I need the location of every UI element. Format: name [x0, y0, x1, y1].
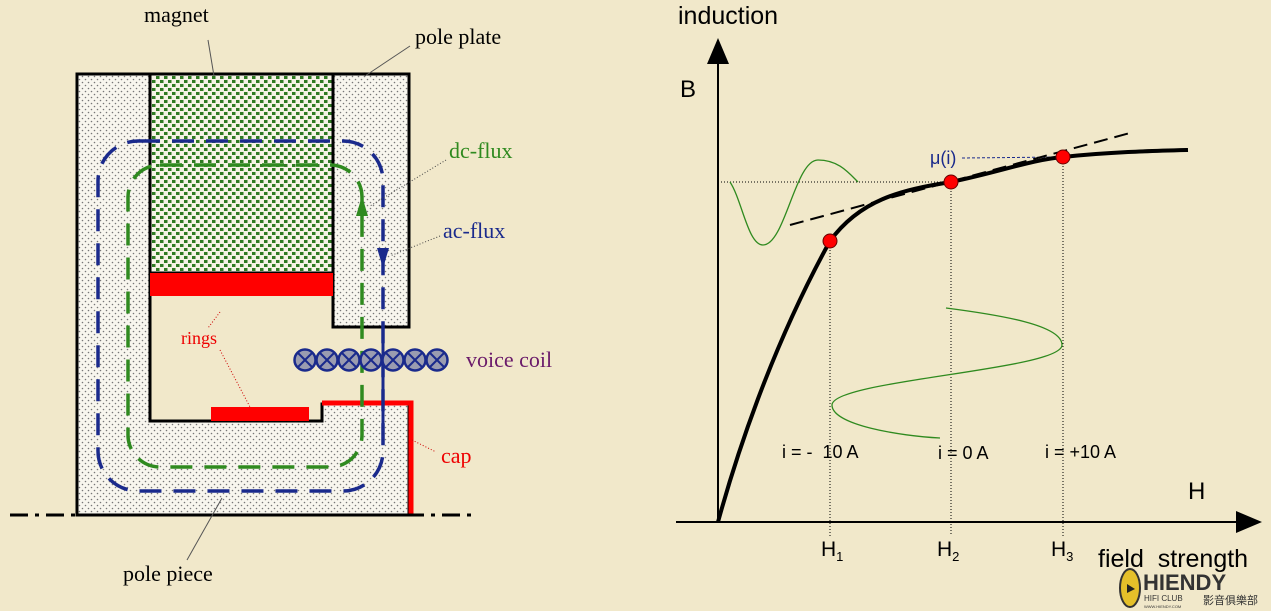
coil-turn-icon	[359, 348, 383, 372]
watermark-site: WWW.HIENDY.COM	[1144, 604, 1181, 609]
y-axis-symbol: B	[680, 76, 696, 103]
magnetization-curve	[716, 148, 1189, 523]
x-axis-symbol: H	[1188, 478, 1205, 505]
y-axis-title: induction	[678, 2, 778, 30]
upper-ring	[150, 273, 333, 296]
cap	[322, 400, 414, 515]
magnet-structure: magnet pole plate dc-flux ac-flux rings …	[10, 2, 552, 586]
y-axis-arrow-icon	[707, 38, 729, 64]
current-label-minus10: i = - 10 A	[782, 442, 859, 462]
ac-flux-label: ac-flux	[443, 218, 505, 243]
cap-leader	[411, 439, 437, 453]
pole-plate-leader	[364, 45, 411, 77]
coil-turn-icon	[337, 348, 361, 372]
pole-piece-leader	[186, 497, 223, 561]
coil-turn-icon	[293, 348, 317, 372]
x-axis-title: field strength	[1098, 545, 1248, 573]
rings-label: rings	[181, 328, 217, 348]
mu-guide	[961, 156, 1064, 159]
pole-plate-label: pole plate	[415, 24, 501, 49]
bh-curve-plot: induction B H field strength μ(i) H1 H2 …	[676, 2, 1262, 573]
magnet-leader	[207, 39, 215, 77]
current-label-0: i = 0 A	[938, 443, 989, 463]
lower-ring	[211, 407, 309, 421]
watermark-chinese: 影音俱樂部	[1203, 593, 1258, 607]
pole-piece-label: pole piece	[123, 561, 213, 586]
watermark-sub: HIFI CLUB	[1144, 594, 1183, 603]
current-label-plus10: i = +10 A	[1045, 442, 1116, 462]
voice-coil	[293, 348, 449, 372]
b-output-wave	[729, 159, 859, 246]
dc-flux-path	[126, 163, 364, 469]
ac-flux-path	[96, 139, 385, 493]
operating-point-h3	[1055, 149, 1071, 165]
dc-flux-arrow-icon	[356, 196, 368, 216]
logo-arrow-icon	[1127, 584, 1135, 593]
cap-label: cap	[441, 443, 472, 468]
rings-leader-bottom	[219, 349, 251, 408]
permeability-label: μ(i)	[930, 148, 956, 168]
pole-plate	[331, 72, 411, 329]
dc-flux-label: dc-flux	[449, 138, 513, 163]
watermark-brand: HIENDY	[1143, 570, 1226, 595]
coil-turn-icon	[425, 348, 449, 372]
voice-coil-label: voice coil	[466, 347, 552, 372]
x-axis-arrow-icon	[1236, 511, 1262, 533]
coil-turn-icon	[403, 348, 427, 372]
hiendy-watermark: HIENDY HIFI CLUB WWW.HIENDY.COM 影音俱樂部	[1119, 568, 1258, 609]
ac-flux-arrow-icon	[377, 248, 389, 268]
magnet-block	[148, 72, 335, 275]
tick-h2: H2	[937, 538, 959, 564]
magnet-label: magnet	[144, 2, 209, 27]
h-input-wave	[831, 307, 1063, 439]
coil-turn-icon	[315, 348, 339, 372]
coil-turn-icon	[381, 348, 405, 372]
operating-point-h1	[822, 233, 838, 249]
operating-point-h2	[943, 174, 959, 190]
rings-leader-top	[207, 311, 221, 329]
tick-h1: H1	[821, 538, 843, 564]
tick-h3: H3	[1051, 538, 1073, 564]
